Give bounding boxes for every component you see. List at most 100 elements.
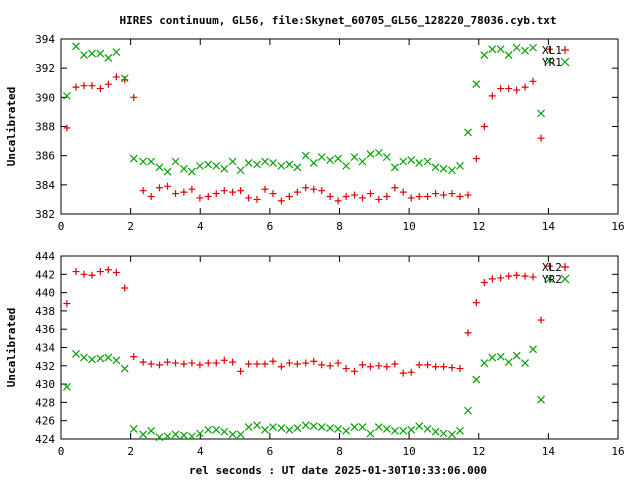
data-point-xl2 [456, 365, 464, 373]
data-point-xl2 [302, 359, 310, 367]
data-point-xl1 [80, 82, 88, 90]
data-point-xl1 [196, 194, 204, 202]
data-point-yr2 [187, 432, 196, 441]
data-point-yr2 [228, 430, 237, 439]
data-point-yr2 [390, 426, 399, 435]
plot-frame [60, 38, 619, 215]
data-point-xl1 [391, 184, 399, 192]
data-point-xl2 [80, 270, 88, 278]
data-point-yr2 [147, 426, 156, 435]
data-point-yr2 [382, 425, 391, 433]
data-point-yr2 [301, 421, 310, 430]
data-point-xl2 [130, 353, 138, 361]
data-point-yr1 [195, 161, 204, 170]
data-point-xl2 [358, 361, 366, 369]
data-point-xl2 [472, 299, 480, 307]
data-point-yr1 [269, 159, 277, 167]
data-point-yr1 [96, 49, 105, 58]
data-point-yr1 [120, 74, 129, 83]
data-point-yr1 [545, 56, 554, 65]
legend-label: XL1 [542, 44, 562, 57]
data-point-xl1 [188, 185, 196, 193]
data-point-xl2 [440, 363, 448, 371]
y-tick-label: 430 [35, 378, 55, 391]
data-point-xl1 [104, 80, 112, 88]
y-tick-label: 428 [35, 396, 55, 409]
data-point-xl2 [464, 329, 472, 337]
legend-marker [560, 274, 570, 284]
data-point-yr2 [139, 430, 148, 439]
data-point-xl2 [399, 369, 407, 377]
data-point-yr1 [407, 156, 416, 164]
data-point-yr2 [72, 349, 80, 358]
data-point-xl1 [350, 191, 358, 199]
panel-bottom: 0 2 4 6 8 10 12 14 16 424 426 428 430 432 434 436 438 440… [5, 250, 625, 458]
data-point-xl1 [164, 182, 172, 190]
data-point-xl1 [139, 187, 147, 195]
data-point-yr1 [350, 153, 359, 162]
data-point-yr1 [147, 157, 156, 166]
data-point-xl2 [139, 358, 147, 366]
data-point-yr2 [88, 355, 96, 364]
x-axis-label: rel seconds : UT date 2025-01-30T10:33:0… [189, 464, 487, 477]
data-point-xl1 [326, 193, 334, 200]
x-tick-label: 4 [197, 220, 204, 233]
data-point-yr2 [512, 351, 521, 360]
data-point-yr1 [62, 91, 71, 100]
x-tick-label: 16 [611, 220, 624, 233]
data-point-yr1 [285, 160, 294, 169]
data-point-yr2 [195, 429, 204, 438]
data-point-xl1 [245, 194, 253, 202]
data-point-yr2 [179, 431, 188, 440]
data-point-yr1 [342, 161, 351, 170]
data-point-xl1 [293, 188, 301, 196]
data-point-yr1 [228, 157, 237, 166]
data-point-yr1 [72, 42, 80, 51]
data-point-xl1 [513, 86, 521, 94]
data-point-xl2 [147, 360, 155, 368]
data-point-yr2 [220, 427, 229, 436]
data-point-yr2 [171, 430, 180, 439]
data-point-xl1 [545, 45, 553, 53]
data-point-xl1 [302, 184, 310, 192]
data-point-yr2 [448, 430, 456, 439]
data-point-yr1 [112, 48, 121, 57]
data-point-yr2 [277, 424, 286, 432]
data-point-xl1 [448, 190, 456, 198]
data-point-yr1 [212, 161, 221, 170]
data-point-yr1 [244, 159, 253, 167]
data-point-yr1 [537, 109, 545, 118]
data-point-yr2 [521, 359, 529, 367]
y-tick-label: 390 [35, 91, 55, 104]
data-point-xl2 [253, 360, 261, 368]
y-tick-label: 432 [35, 360, 55, 373]
data-point-yr2 [204, 425, 213, 434]
data-point-xl1 [399, 188, 407, 196]
data-point-xl1 [342, 193, 350, 200]
data-point-yr1 [139, 157, 148, 166]
data-point-xl2 [488, 275, 496, 283]
data-point-yr1 [236, 166, 245, 175]
data-point-xl2 [334, 359, 342, 367]
data-point-yr1 [456, 161, 464, 170]
data-point-xl2 [285, 359, 293, 367]
data-point-yr1 [261, 157, 269, 166]
data-point-xl2 [310, 357, 318, 365]
y-tick-label: 440 [35, 287, 55, 300]
data-point-xl2 [545, 262, 553, 270]
data-point-yr1 [423, 157, 432, 166]
data-point-xl2 [88, 271, 96, 279]
data-point-xl2 [424, 361, 432, 369]
data-point-yr2 [253, 421, 261, 430]
data-point-yr2 [415, 422, 424, 431]
data-point-yr1 [88, 49, 96, 58]
data-point-xl1 [318, 187, 326, 195]
data-point-xl2 [156, 361, 164, 369]
data-point-xl2 [521, 272, 529, 280]
data-point-xl1 [432, 190, 440, 198]
data-point-yr1 [415, 159, 424, 167]
data-point-xl2 [196, 361, 204, 369]
data-point-xl2 [350, 367, 358, 375]
data-point-xl1 [172, 190, 180, 198]
